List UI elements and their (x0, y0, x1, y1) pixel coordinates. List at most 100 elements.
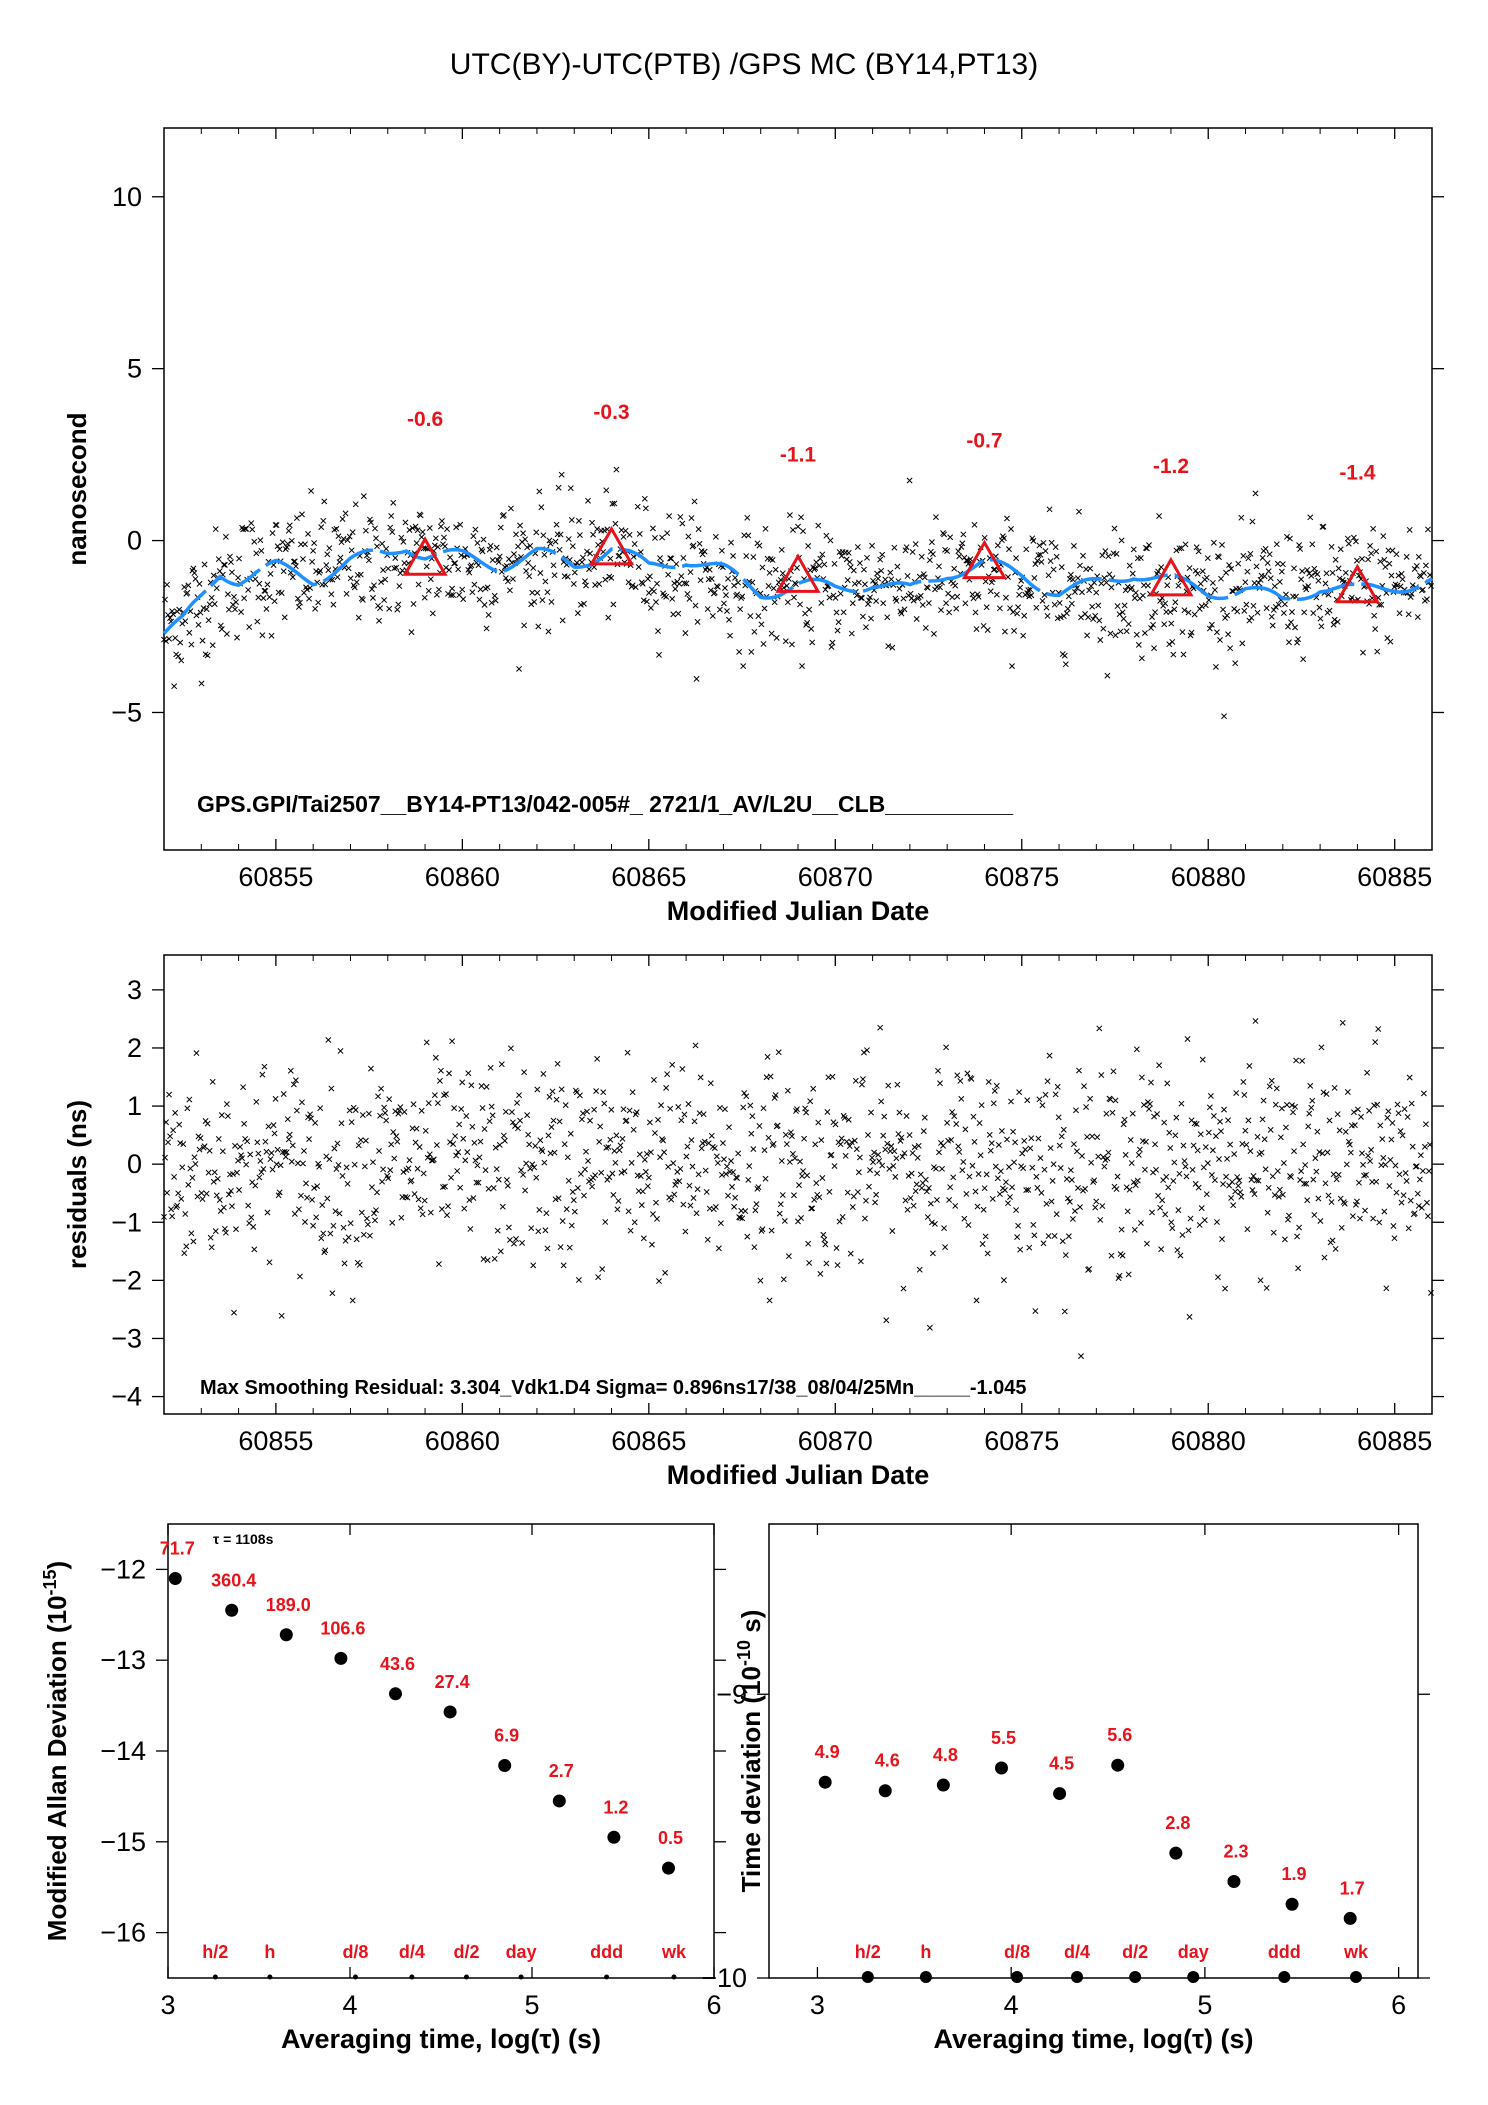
residuals-scatter-point (878, 1098, 885, 1105)
residuals-scatter-point (337, 1047, 344, 1054)
residuals-scatter-point (779, 1192, 786, 1198)
residuals-scatter-point (730, 1169, 737, 1176)
residuals-scatter-point (752, 1207, 759, 1214)
main-scatter-point (483, 625, 490, 632)
tdev-point-label: 4.8 (933, 1745, 958, 1765)
main-scatter-point (1069, 576, 1076, 583)
residuals-scatter-point (1199, 1056, 1206, 1063)
main-scatter-point (478, 546, 485, 553)
main-scatter-point (235, 574, 242, 581)
main-scatter-point (217, 622, 224, 629)
residuals-scatter-point (1323, 1091, 1330, 1097)
residuals-scatter-point (926, 1324, 933, 1331)
main-scatter-point (500, 512, 507, 518)
residuals-scatter-point (832, 1121, 839, 1128)
main-scatter-point (1368, 550, 1375, 557)
residuals-scatter-point (443, 1091, 449, 1098)
residuals-scatter-point (581, 1192, 587, 1199)
main-scatter-point (857, 594, 864, 601)
residuals-scatter-point (1001, 1187, 1008, 1194)
main-scatter-point (1275, 601, 1282, 608)
main-scatter-point (1199, 568, 1206, 575)
main-scatter-point (365, 557, 372, 564)
residuals-scatter-point (725, 1192, 731, 1199)
main-scatter-point (867, 594, 873, 601)
residuals-scatter-point (530, 1262, 537, 1269)
residuals-xtick-label: 60885 (1357, 1426, 1432, 1456)
main-scatter-point (972, 609, 979, 616)
residuals-scatter-point (1220, 1181, 1226, 1188)
main-scatter-point (236, 555, 243, 562)
residuals-scatter-point (649, 1211, 656, 1218)
mdev-interval-label: wk (661, 1942, 687, 1962)
main-scatter-point (693, 675, 700, 682)
residuals-scatter-point (529, 1161, 536, 1168)
main-scatter-point (172, 635, 179, 641)
residuals-scatter-point (1028, 1135, 1035, 1142)
residuals-scatter-point (824, 1109, 831, 1115)
residuals-scatter-point (357, 1137, 364, 1144)
residuals-scatter-point (1098, 1072, 1105, 1079)
main-scatter-point (1097, 637, 1104, 643)
main-scatter-point (1181, 607, 1188, 614)
mdev-interval-label: day (506, 1942, 537, 1962)
main-scatter-point (524, 544, 531, 551)
residuals-scatter-point (976, 1120, 983, 1127)
residuals-scatter-point (176, 1121, 183, 1128)
main-scatter-point (766, 569, 773, 576)
residuals-scatter-point (1325, 1192, 1332, 1199)
main-scatter-point (167, 615, 174, 621)
residuals-scatter-point (463, 1113, 470, 1119)
main-marker-triangle (588, 525, 635, 566)
residuals-scatter-point (240, 1084, 247, 1091)
main-scatter-point (1099, 552, 1106, 559)
main-scatter-point (1203, 574, 1210, 581)
residuals-scatter-point (776, 1210, 783, 1217)
residuals-scatter-point (1121, 1116, 1128, 1123)
residuals-scatter-point (681, 1111, 688, 1118)
residuals-scatter-point (774, 1122, 781, 1129)
main-scatter-point (388, 513, 395, 519)
main-scatter-point (385, 565, 392, 572)
mdev-point (552, 1794, 566, 1808)
main-scatter-point (377, 605, 384, 612)
residuals-scatter-point (1291, 1148, 1297, 1155)
main-scatter-point (1249, 518, 1256, 525)
residuals-scatter-point (1403, 1178, 1410, 1184)
main-scatter-point (1298, 576, 1305, 583)
main-scatter-point (969, 591, 976, 598)
main-scatter-point (671, 580, 678, 587)
residuals-scatter-point (1418, 1204, 1425, 1211)
residuals-scatter-point (1360, 1161, 1366, 1168)
main-scatter-point (510, 576, 516, 583)
main-scatter-point (1038, 558, 1045, 565)
main-scatter-point (576, 532, 583, 538)
residuals-scatter-point (324, 1195, 331, 1202)
residuals-scatter-point (1359, 1150, 1365, 1157)
residuals-scatter-point (1108, 1252, 1115, 1259)
main-scatter-point (912, 541, 919, 548)
main-scatter-point (233, 599, 239, 606)
main-marker-label: -0.7 (966, 430, 1002, 453)
residuals-scatter-point (915, 1142, 922, 1149)
residuals-scatter-point (1207, 1093, 1214, 1099)
main-scatter-point (819, 551, 826, 558)
main-scatter-point (973, 626, 980, 632)
main-scatter-point (1287, 535, 1293, 542)
main-scatter-point (1133, 631, 1140, 638)
main-scatter-point (773, 634, 780, 641)
main-scatter-point (1166, 641, 1173, 648)
main-scatter-point (808, 625, 815, 632)
residuals-scatter-point (1424, 1213, 1431, 1220)
main-scatter-point (635, 564, 642, 570)
main-scatter-point (1149, 614, 1155, 620)
tdev-interval-dot (1010, 1971, 1023, 1983)
main-scatter-point (285, 527, 292, 534)
mdev-point (168, 1571, 182, 1585)
residuals-scatter-point (949, 1109, 956, 1115)
residuals-scatter-point (1055, 1114, 1062, 1121)
main-scatter-point (1043, 604, 1050, 611)
residuals-scatter-point (1249, 1187, 1256, 1194)
residuals-scatter-point (183, 1243, 190, 1250)
residuals-scatter-point (287, 1067, 294, 1074)
